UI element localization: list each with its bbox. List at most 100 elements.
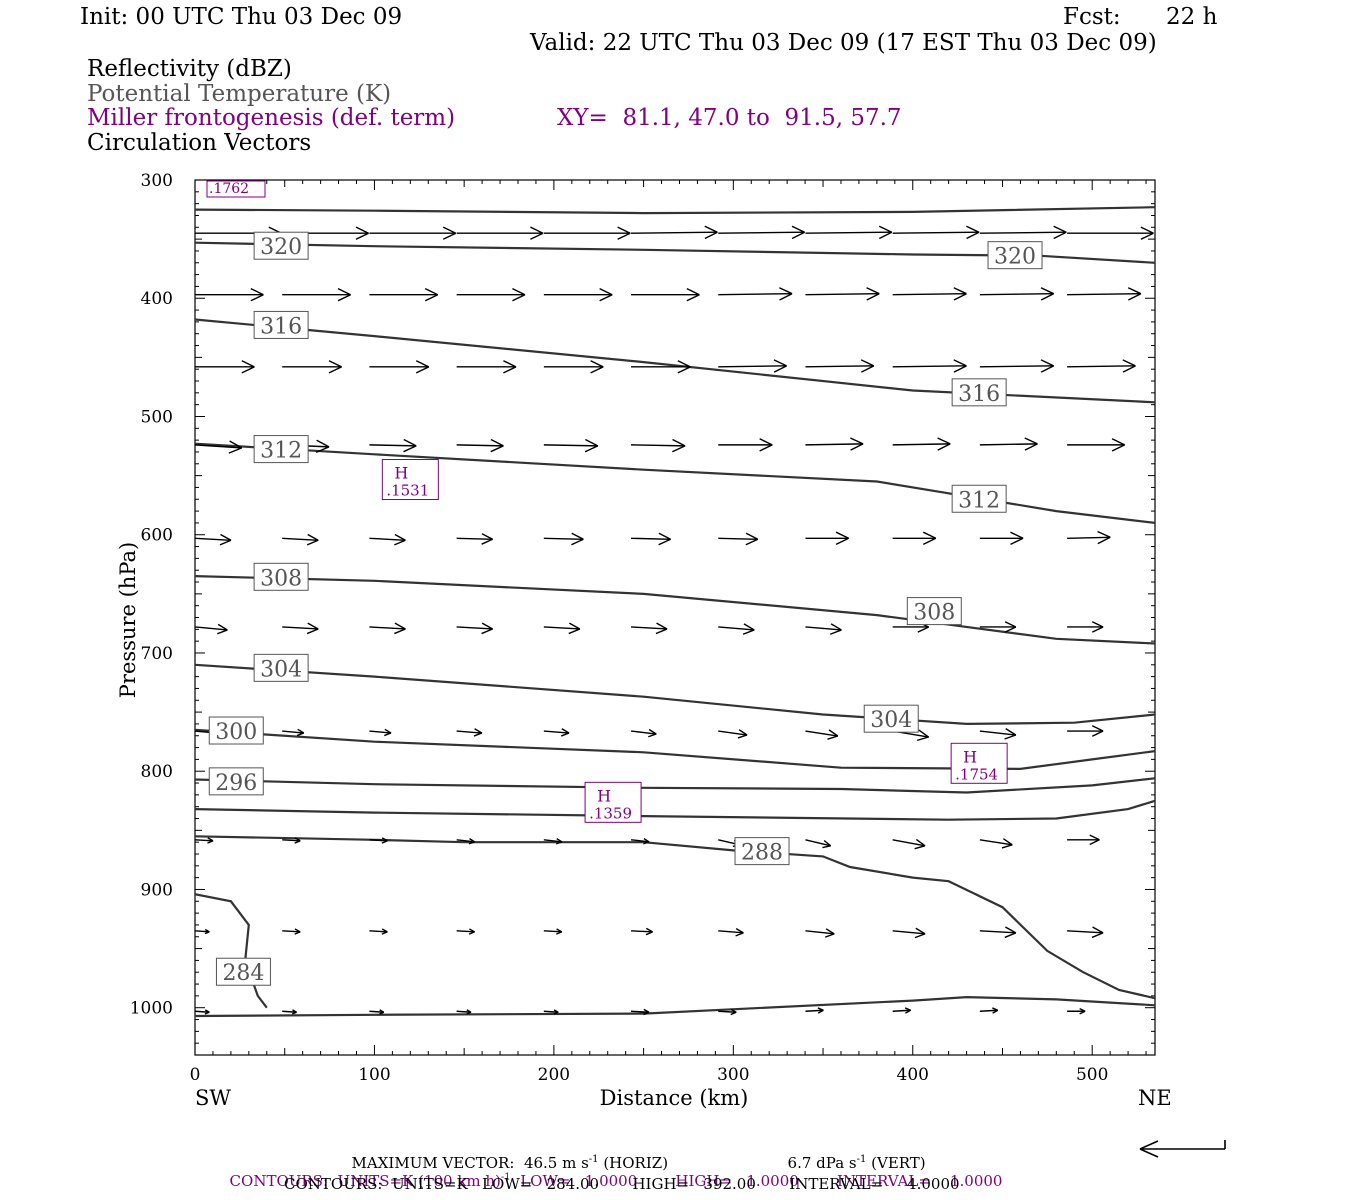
vector-shaft bbox=[195, 930, 210, 933]
circulation-vector bbox=[718, 438, 773, 452]
vector-shaft bbox=[630, 1010, 650, 1013]
vector-head bbox=[730, 1008, 737, 1013]
theta-contour-300 bbox=[195, 728, 1155, 771]
vector-shaft bbox=[892, 365, 967, 368]
vector-head bbox=[643, 838, 650, 843]
vector-head bbox=[473, 732, 483, 737]
max-vert-line: 6.7 dPa s-1 (VERT) bbox=[778, 1140, 926, 1171]
frontogenesis-label-letter: H bbox=[394, 464, 408, 483]
vector-shaft bbox=[282, 839, 301, 842]
vector-head bbox=[1004, 621, 1017, 628]
theta-contour-324 bbox=[195, 206, 1155, 215]
vector-head bbox=[481, 628, 493, 635]
vector-head bbox=[1089, 834, 1100, 841]
vector-head bbox=[829, 629, 842, 635]
vector-head bbox=[1111, 444, 1125, 452]
vector-head bbox=[1111, 438, 1125, 446]
vector-head bbox=[297, 728, 305, 734]
reference-vector-arrow bbox=[1139, 1140, 1226, 1158]
frontogenesis-max-label: H.1359 bbox=[584, 781, 642, 823]
contour-label-box bbox=[253, 562, 309, 591]
vector-shaft bbox=[369, 626, 406, 630]
vector-head bbox=[1004, 932, 1017, 939]
contour-label-box bbox=[208, 716, 264, 745]
vector-shaft bbox=[1067, 292, 1141, 296]
vector-head bbox=[217, 629, 228, 635]
vector-head bbox=[1140, 226, 1154, 234]
frontogenesis-units-exponent: -1 bbox=[500, 1172, 511, 1183]
vector-head bbox=[250, 287, 264, 296]
vector-head bbox=[1140, 232, 1154, 240]
circulation-vector bbox=[195, 533, 232, 546]
vector-shaft bbox=[195, 537, 232, 541]
circulation-vector bbox=[369, 438, 417, 453]
circulation-vector bbox=[369, 287, 439, 302]
vector-head bbox=[468, 931, 475, 935]
valid-time: Valid: 22 UTC Thu 03 Dec 09 (17 EST Thu … bbox=[530, 30, 1157, 56]
frontogenesis-label-value: .1531 bbox=[386, 482, 429, 500]
circulation-vector bbox=[456, 438, 504, 453]
vector-shaft bbox=[892, 231, 980, 234]
circulation-vector bbox=[631, 360, 691, 374]
vector-head bbox=[481, 622, 493, 630]
vector-shaft bbox=[543, 1010, 559, 1013]
vector-head bbox=[490, 438, 504, 447]
contour-label-box bbox=[734, 837, 790, 866]
vector-shaft bbox=[979, 930, 1016, 934]
vector-shaft bbox=[631, 537, 671, 540]
vector-head bbox=[381, 837, 388, 842]
x-end-label-right: NE bbox=[1138, 1086, 1172, 1110]
vector-head bbox=[648, 733, 657, 738]
frontogenesis-max-label: .1762 bbox=[206, 180, 266, 198]
circulation-vector bbox=[979, 531, 1024, 545]
contour-label-text: 320 bbox=[260, 235, 302, 260]
vector-head bbox=[850, 443, 864, 451]
frontogenesis-label-box bbox=[206, 180, 266, 198]
circulation-vector bbox=[195, 440, 243, 454]
circulation-vector bbox=[1067, 1008, 1086, 1015]
contour-label-308: 308 bbox=[906, 597, 962, 626]
circulation-vector bbox=[631, 438, 686, 453]
vector-head bbox=[1122, 365, 1136, 373]
vector-shaft bbox=[282, 626, 319, 630]
vector-head bbox=[1040, 359, 1054, 367]
vector-head bbox=[835, 531, 849, 539]
circulation-vector bbox=[630, 622, 668, 635]
vector-shaft bbox=[456, 930, 475, 933]
vector-head bbox=[1079, 1010, 1086, 1015]
circulation-vector bbox=[979, 359, 1054, 373]
vector-shaft bbox=[979, 443, 1038, 446]
y-tick-label: 900 bbox=[141, 880, 173, 900]
circulation-vector bbox=[805, 225, 893, 240]
vector-shaft bbox=[369, 839, 388, 842]
vector-head bbox=[791, 225, 805, 233]
circulation-vector bbox=[805, 437, 864, 451]
vector-shaft bbox=[369, 537, 406, 541]
vector-head bbox=[292, 1009, 297, 1013]
vector-head bbox=[241, 360, 255, 368]
vector-head bbox=[1091, 730, 1104, 737]
vector-shaft bbox=[369, 1010, 384, 1013]
vector-shaft bbox=[456, 730, 482, 734]
circulation-vector bbox=[543, 438, 599, 453]
frontogenesis-max-label: H.1531 bbox=[381, 459, 439, 501]
contour-label-text: 316 bbox=[958, 382, 1000, 407]
vector-head bbox=[866, 287, 880, 295]
vector-head bbox=[1010, 531, 1024, 539]
contour-label-text: 308 bbox=[913, 601, 955, 626]
vector-head bbox=[743, 623, 755, 631]
circulation-vector bbox=[456, 287, 526, 302]
contour-label-text: 308 bbox=[260, 566, 302, 591]
vector-shaft bbox=[456, 839, 475, 843]
circulation-vector bbox=[369, 728, 392, 737]
vector-head bbox=[355, 232, 369, 240]
contour-label-284: 284 bbox=[215, 957, 271, 986]
vector-shaft bbox=[718, 626, 755, 631]
circulation-vector bbox=[805, 729, 839, 740]
circulation-vector bbox=[282, 928, 301, 935]
vector-head bbox=[779, 287, 793, 295]
theta-contour-304 bbox=[195, 663, 1155, 726]
vector-head bbox=[1091, 626, 1104, 633]
circulation-vector bbox=[282, 728, 305, 737]
circulation-vector bbox=[805, 287, 880, 301]
